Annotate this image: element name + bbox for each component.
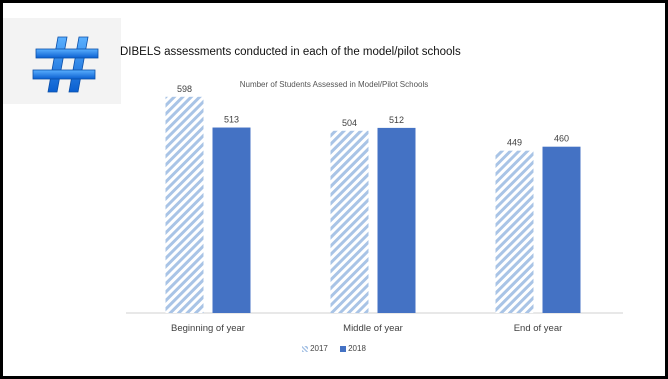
category-label-0: Beginning of year — [171, 323, 245, 334]
slide: DIBELS assessments conducted in each of … — [3, 3, 665, 376]
bar-2018-1 — [377, 127, 416, 314]
legend-item-2018: 2018 — [340, 344, 366, 353]
hashtag-tile — [3, 18, 121, 104]
data-label-2018-0: 513 — [224, 115, 239, 125]
slide-title: DIBELS assessments conducted in each of … — [120, 46, 461, 58]
legend-swatch-2017 — [302, 345, 309, 352]
hashtag-icon — [32, 36, 99, 93]
bar-chart: 598 513 Beginning of year 504 512 Middle of y… — [126, 84, 623, 334]
bar-2018-0 — [212, 127, 251, 314]
bar-2017-0 — [165, 96, 204, 313]
legend-item-2017: 2017 — [302, 344, 328, 353]
legend: 2017 2018 — [3, 344, 665, 353]
data-label-2018-2: 460 — [554, 134, 569, 144]
bar-2017-1 — [330, 130, 369, 313]
chart-title: Number of Students Assessed in Model/Pil… — [239, 80, 429, 89]
category-label-2: End of year — [514, 323, 563, 334]
data-label-2017-2: 449 — [507, 138, 522, 148]
category-label-1: Middle of year — [343, 323, 403, 334]
legend-swatch-2018 — [340, 345, 347, 352]
legend-label-2017: 2017 — [310, 344, 328, 353]
bar-2018-2 — [542, 146, 581, 313]
data-label-2017-1: 504 — [342, 118, 357, 128]
data-label-2018-1: 512 — [389, 115, 404, 125]
legend-label-2018: 2018 — [348, 344, 366, 353]
bar-2017-2 — [495, 150, 534, 313]
data-label-2017-0: 598 — [177, 84, 192, 94]
